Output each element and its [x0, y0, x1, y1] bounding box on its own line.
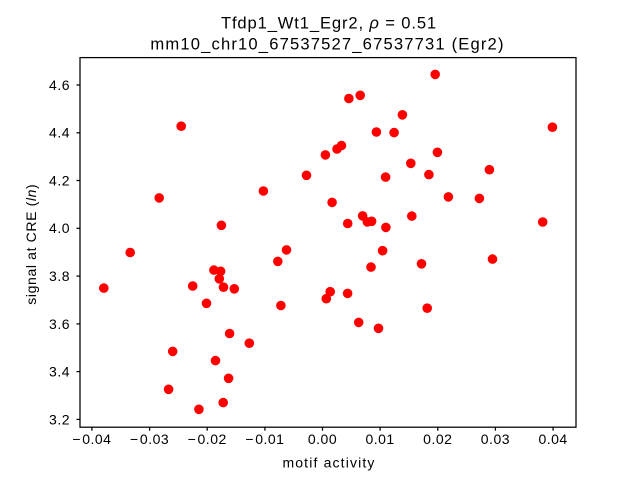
svg-text:3.6: 3.6 — [49, 316, 70, 332]
svg-text:0.00: 0.00 — [308, 431, 337, 447]
svg-text:3.2: 3.2 — [49, 411, 70, 427]
svg-text:−0.04: −0.04 — [72, 431, 111, 447]
svg-text:3.4: 3.4 — [49, 364, 70, 380]
svg-text:mm10_chr10_67537527_67537731 (: mm10_chr10_67537527_67537731 (Egr2) — [150, 35, 504, 54]
svg-text:0.04: 0.04 — [538, 431, 567, 447]
svg-text:Tfdp1_Wt1_Egr2, ρ = 0.51: Tfdp1_Wt1_Egr2, ρ = 0.51 — [221, 14, 437, 33]
svg-text:0.01: 0.01 — [365, 431, 394, 447]
svg-text:0.03: 0.03 — [481, 431, 510, 447]
svg-text:4.4: 4.4 — [49, 125, 70, 141]
svg-text:0.02: 0.02 — [423, 431, 452, 447]
svg-text:signal at CRE (ln): signal at CRE (ln) — [23, 184, 39, 305]
svg-text:4.2: 4.2 — [49, 172, 70, 188]
svg-text:3.8: 3.8 — [49, 268, 70, 284]
svg-text:−0.01: −0.01 — [245, 431, 284, 447]
svg-text:4.0: 4.0 — [49, 220, 70, 236]
svg-text:−0.03: −0.03 — [130, 431, 169, 447]
svg-text:−0.02: −0.02 — [188, 431, 227, 447]
svg-text:motif activity: motif activity — [282, 455, 375, 471]
svg-text:4.6: 4.6 — [49, 77, 70, 93]
